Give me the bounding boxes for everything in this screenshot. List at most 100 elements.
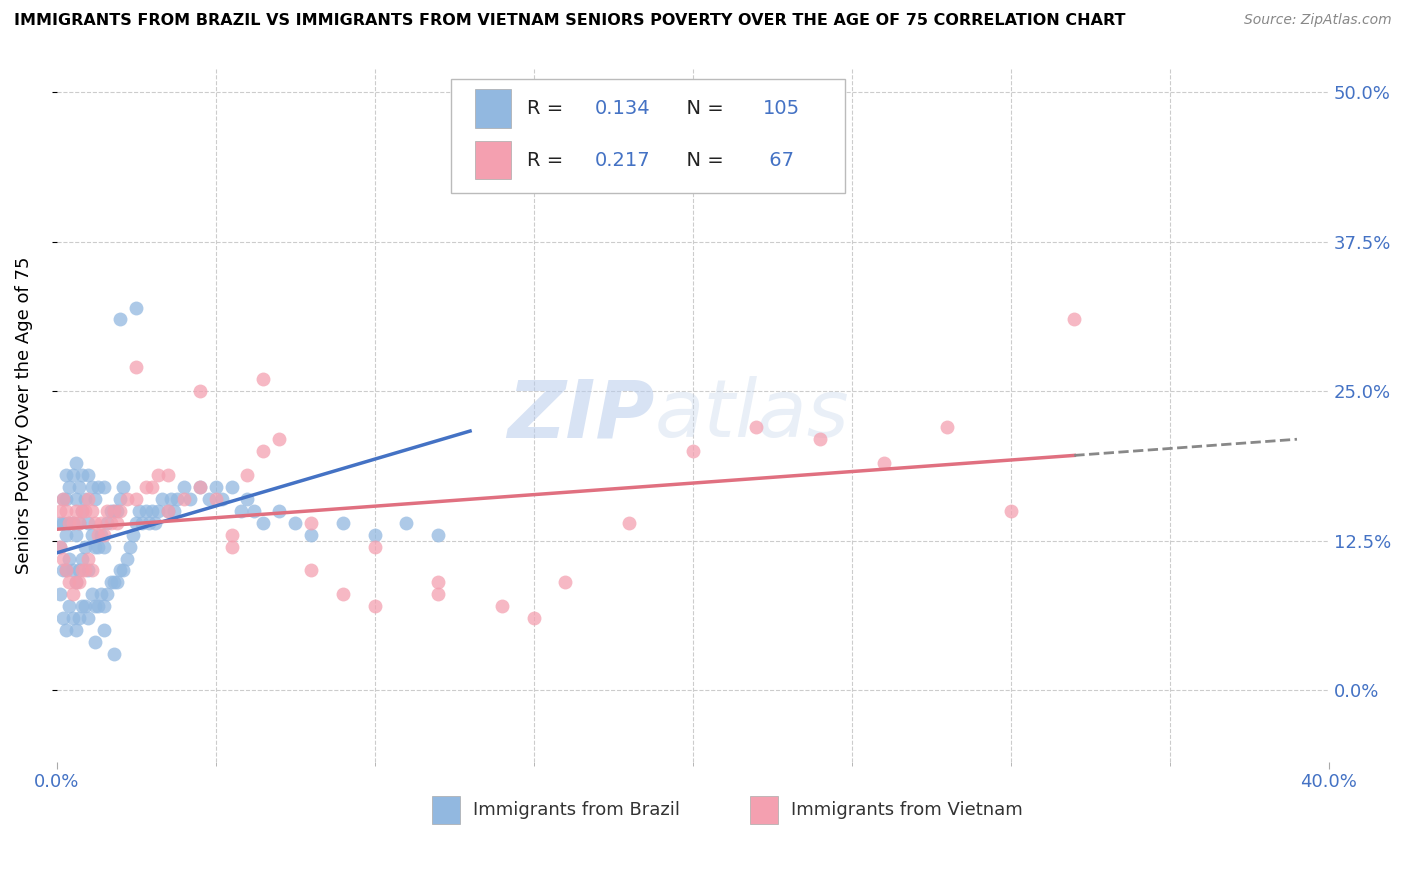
Point [100, 575, 122, 590]
Text: Immigrants from Brazil: Immigrants from Brazil [472, 801, 679, 819]
Point [103, 647, 125, 661]
Point [236, 467, 259, 482]
Point [75, 540, 97, 554]
Point [363, 527, 385, 541]
Text: R =: R = [527, 99, 569, 118]
Point [491, 599, 513, 614]
Point [93, 480, 115, 494]
Text: N =: N = [673, 99, 730, 118]
Text: 0.134: 0.134 [595, 99, 651, 118]
Point [70, 551, 93, 566]
Point [269, 504, 291, 518]
Text: ZIP: ZIP [508, 376, 655, 454]
Point [363, 599, 385, 614]
Point [70, 467, 93, 482]
Point [100, 504, 122, 518]
Point [87, 480, 110, 494]
Point [77, 467, 100, 482]
Point [188, 384, 211, 399]
Point [745, 420, 768, 434]
Point [93, 624, 115, 638]
FancyBboxPatch shape [451, 78, 845, 194]
Point [148, 504, 170, 518]
Point [682, 444, 704, 458]
Text: 67: 67 [762, 151, 793, 169]
Point [103, 575, 125, 590]
Point [131, 516, 153, 530]
Point [75, 504, 97, 518]
Point [128, 504, 150, 518]
Point [103, 504, 125, 518]
Point [62, 516, 84, 530]
Point [332, 587, 354, 601]
Point [110, 312, 132, 326]
Point [808, 432, 831, 446]
Point [52, 491, 75, 506]
Point [299, 564, 322, 578]
Point [122, 527, 145, 541]
Bar [749, 797, 778, 824]
Point [125, 301, 148, 315]
Point [93, 527, 115, 541]
Point [83, 599, 105, 614]
Point [458, 169, 481, 183]
Point [617, 516, 640, 530]
Point [67, 516, 90, 530]
Point [554, 575, 576, 590]
Point [110, 504, 132, 518]
Point [332, 516, 354, 530]
Point [163, 504, 186, 518]
Point [70, 599, 93, 614]
Point [83, 516, 105, 530]
Text: Immigrants from Vietnam: Immigrants from Vietnam [790, 801, 1022, 819]
Point [87, 599, 110, 614]
Point [75, 491, 97, 506]
Point [211, 491, 233, 506]
Point [96, 504, 118, 518]
Point [83, 540, 105, 554]
Point [55, 491, 77, 506]
Point [52, 611, 75, 625]
Point [299, 527, 322, 541]
Point [80, 564, 103, 578]
Point [87, 527, 110, 541]
Point [77, 516, 100, 530]
Point [83, 491, 105, 506]
Point [55, 527, 77, 541]
Point [93, 599, 115, 614]
Point [49, 540, 72, 554]
Point [67, 575, 90, 590]
Point [872, 456, 894, 470]
Point [62, 516, 84, 530]
Text: 0.217: 0.217 [595, 151, 651, 169]
Point [141, 504, 163, 518]
Point [221, 480, 243, 494]
Point [252, 516, 274, 530]
Point [243, 504, 266, 518]
Point [55, 564, 77, 578]
Text: R =: R = [527, 151, 569, 169]
Point [62, 564, 84, 578]
Point [173, 491, 195, 506]
Point [427, 527, 450, 541]
Point [1000, 504, 1022, 518]
Point [67, 611, 90, 625]
Point [118, 540, 141, 554]
Point [52, 491, 75, 506]
Point [87, 540, 110, 554]
Point [77, 611, 100, 625]
Point [236, 491, 259, 506]
Point [135, 504, 157, 518]
Point [143, 516, 166, 530]
Point [58, 516, 80, 530]
Point [75, 599, 97, 614]
Text: 105: 105 [762, 99, 800, 118]
Point [77, 491, 100, 506]
Point [105, 575, 128, 590]
Point [188, 480, 211, 494]
Point [148, 467, 170, 482]
Point [58, 480, 80, 494]
Point [49, 504, 72, 518]
Point [198, 491, 221, 506]
Point [96, 587, 118, 601]
